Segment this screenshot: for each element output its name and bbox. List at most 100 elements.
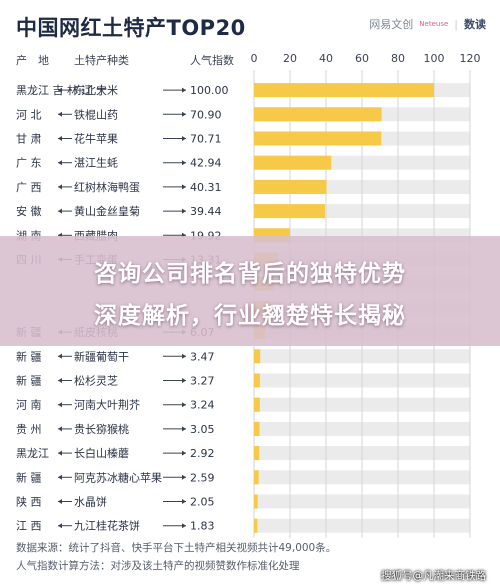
column-header-index: 人气指数 bbox=[190, 54, 234, 67]
bar bbox=[254, 155, 332, 170]
x-tick-label: 0 bbox=[250, 52, 258, 65]
arrow-head bbox=[58, 87, 62, 93]
arrow-head bbox=[58, 474, 62, 480]
product-label: 新疆葡萄干 bbox=[74, 349, 129, 363]
arrow-head bbox=[182, 208, 186, 214]
product-label: 花牛苹果 bbox=[74, 132, 118, 146]
product-label: 河南大叶荆芥 bbox=[74, 398, 140, 412]
data-label: 3.24 bbox=[190, 399, 215, 412]
data-label: 2.92 bbox=[190, 447, 215, 460]
arrow-head bbox=[182, 402, 186, 408]
arrow-head bbox=[182, 450, 186, 456]
bar bbox=[254, 494, 258, 509]
x-tick-label: 80 bbox=[391, 52, 405, 65]
product-label: 东北大米 bbox=[74, 83, 118, 97]
product-label: 红树林海鸭蛋 bbox=[74, 180, 140, 194]
arrow-head bbox=[182, 426, 186, 432]
arrow-head bbox=[58, 184, 62, 190]
product-label: 阿克苏冰糖心苹果 bbox=[74, 470, 162, 484]
data-label: 70.71 bbox=[190, 133, 222, 146]
brand-shudu: 数读 bbox=[464, 18, 486, 31]
arrow-head bbox=[182, 523, 186, 529]
column-header-province: 产 地 bbox=[16, 54, 49, 67]
province-label: 河 南 bbox=[16, 399, 42, 412]
province-label: 江 西 bbox=[16, 520, 42, 533]
arrow-head bbox=[182, 160, 186, 166]
x-tick-label: 20 bbox=[283, 52, 297, 65]
arrow-head bbox=[58, 426, 62, 432]
bar bbox=[254, 83, 434, 98]
data-label: 3.47 bbox=[190, 350, 215, 363]
province-label: 新 疆 bbox=[16, 374, 42, 388]
data-label: 100.00 bbox=[190, 84, 229, 97]
brand-separator: | bbox=[454, 17, 458, 31]
bar bbox=[254, 349, 261, 364]
bar bbox=[254, 131, 382, 146]
arrow-head bbox=[58, 160, 62, 166]
brand-netease: 网易文创 bbox=[369, 18, 414, 31]
province-label: 广 东 bbox=[16, 157, 42, 170]
arrow-head bbox=[182, 87, 186, 93]
x-tick-label: 100 bbox=[423, 52, 445, 65]
arrow-head bbox=[182, 474, 186, 480]
bar bbox=[254, 397, 260, 412]
arrow-head bbox=[182, 111, 186, 117]
bar bbox=[254, 446, 260, 461]
bar bbox=[254, 518, 258, 533]
data-label: 70.90 bbox=[190, 108, 222, 121]
chart-title: 中国网红土特产TOP20 bbox=[16, 16, 246, 40]
product-label: 铁棍山药 bbox=[74, 107, 118, 121]
overlay-headline-2: 深度解析，行业翘楚特长揭秘 bbox=[94, 303, 406, 329]
province-label: 广 西 bbox=[16, 181, 42, 194]
province-label: 陕 西 bbox=[16, 495, 42, 509]
arrow-head bbox=[58, 499, 62, 504]
arrow-head bbox=[182, 184, 186, 190]
brand-logo: 网易文创 Neteuse | 数读 bbox=[369, 16, 486, 32]
arrow-head bbox=[58, 111, 62, 117]
data-label: 2.59 bbox=[190, 471, 215, 484]
product-label: 黄山金丝皇菊 bbox=[74, 204, 140, 218]
province-label: 黑龙江 bbox=[16, 447, 49, 460]
bar bbox=[254, 373, 260, 388]
product-label: 水晶饼 bbox=[74, 495, 107, 509]
arrow-head bbox=[58, 402, 62, 408]
bar bbox=[254, 179, 327, 194]
province-label: 甘 肃 bbox=[16, 133, 42, 146]
footnote-source: 数据来源：统计了抖音、快手平台下土特产相关视频共计49,000条。 bbox=[16, 542, 337, 554]
bar bbox=[254, 204, 325, 219]
province-label: 新 疆 bbox=[16, 349, 42, 363]
arrow-head bbox=[182, 378, 186, 383]
arrow-head bbox=[58, 450, 62, 456]
data-label: 42.94 bbox=[190, 157, 222, 170]
product-label: 长白山榛蘑 bbox=[74, 446, 129, 460]
arrow-head bbox=[182, 499, 186, 504]
province-label: 河 北 bbox=[16, 108, 42, 121]
province-label: 贵 州 bbox=[16, 423, 42, 436]
data-label: 40.31 bbox=[190, 181, 222, 194]
bar bbox=[254, 107, 382, 122]
province-label: 新 疆 bbox=[16, 470, 42, 484]
arrow-head bbox=[58, 523, 62, 529]
product-label: 贵长猕猴桃 bbox=[74, 422, 129, 436]
brand-sub: Neteuse bbox=[419, 20, 449, 28]
column-header-product: 土特产种类 bbox=[74, 54, 129, 67]
data-label: 3.05 bbox=[190, 423, 215, 436]
data-label: 2.05 bbox=[190, 496, 215, 509]
product-label: 松杉灵芝 bbox=[74, 374, 118, 388]
province-label: 安 徽 bbox=[16, 204, 42, 218]
bar bbox=[254, 421, 260, 436]
arrow-head bbox=[58, 353, 62, 359]
overlay-headline-1: 咨询公司排名背后的独特优势 bbox=[94, 261, 406, 287]
data-label: 3.27 bbox=[190, 375, 215, 388]
arrow-head bbox=[58, 208, 62, 214]
arrow-head bbox=[182, 136, 186, 141]
arrow-head bbox=[58, 378, 62, 383]
bar bbox=[254, 470, 259, 485]
data-label: 1.83 bbox=[190, 520, 215, 533]
product-label: 湛江生蚝 bbox=[74, 156, 118, 170]
arrow-head bbox=[58, 136, 62, 141]
arrow-head bbox=[182, 353, 186, 359]
watermark: 搜狐号@凡潮来商铁路 bbox=[381, 570, 486, 582]
x-tick-label: 120 bbox=[459, 52, 481, 65]
x-tick-label: 40 bbox=[319, 52, 333, 65]
